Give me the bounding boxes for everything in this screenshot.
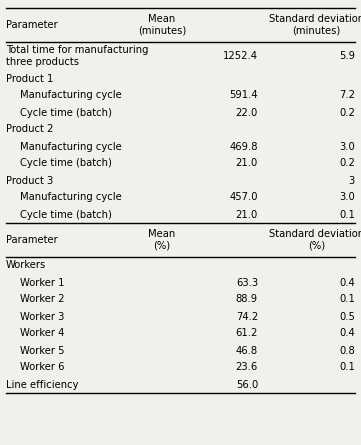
Text: 457.0: 457.0 bbox=[230, 193, 258, 202]
Text: Mean
(%): Mean (%) bbox=[148, 229, 175, 251]
Text: Cycle time (batch): Cycle time (batch) bbox=[20, 210, 112, 219]
Text: Standard deviation
(%): Standard deviation (%) bbox=[269, 229, 361, 251]
Text: 3: 3 bbox=[349, 175, 355, 186]
Text: 0.1: 0.1 bbox=[339, 295, 355, 304]
Text: 0.2: 0.2 bbox=[339, 158, 355, 169]
Text: Line efficiency: Line efficiency bbox=[6, 380, 78, 389]
Text: Cycle time (batch): Cycle time (batch) bbox=[20, 108, 112, 117]
Text: 591.4: 591.4 bbox=[229, 90, 258, 101]
Text: 0.2: 0.2 bbox=[339, 108, 355, 117]
Text: 3.0: 3.0 bbox=[339, 193, 355, 202]
Text: 0.1: 0.1 bbox=[339, 363, 355, 372]
Text: Mean
(minutes): Mean (minutes) bbox=[138, 14, 186, 36]
Text: 61.2: 61.2 bbox=[236, 328, 258, 339]
Text: 0.8: 0.8 bbox=[339, 345, 355, 356]
Text: Parameter: Parameter bbox=[6, 20, 58, 30]
Text: Product 3: Product 3 bbox=[6, 175, 53, 186]
Text: Worker 6: Worker 6 bbox=[20, 363, 65, 372]
Text: Standard deviation
(minutes): Standard deviation (minutes) bbox=[269, 14, 361, 36]
Text: 3.0: 3.0 bbox=[339, 142, 355, 151]
Text: 0.4: 0.4 bbox=[339, 328, 355, 339]
Text: Worker 1: Worker 1 bbox=[20, 278, 65, 287]
Text: Worker 4: Worker 4 bbox=[20, 328, 64, 339]
Text: 21.0: 21.0 bbox=[236, 210, 258, 219]
Text: Worker 5: Worker 5 bbox=[20, 345, 65, 356]
Text: 56.0: 56.0 bbox=[236, 380, 258, 389]
Text: Worker 2: Worker 2 bbox=[20, 295, 65, 304]
Text: 63.3: 63.3 bbox=[236, 278, 258, 287]
Text: 7.2: 7.2 bbox=[339, 90, 355, 101]
Text: Cycle time (batch): Cycle time (batch) bbox=[20, 158, 112, 169]
Text: 46.8: 46.8 bbox=[236, 345, 258, 356]
Text: 469.8: 469.8 bbox=[230, 142, 258, 151]
Text: 23.6: 23.6 bbox=[236, 363, 258, 372]
Text: 5.9: 5.9 bbox=[339, 51, 355, 61]
Text: Manufacturing cycle: Manufacturing cycle bbox=[20, 193, 122, 202]
Text: 22.0: 22.0 bbox=[236, 108, 258, 117]
Text: Manufacturing cycle: Manufacturing cycle bbox=[20, 90, 122, 101]
Text: Worker 3: Worker 3 bbox=[20, 312, 64, 321]
Text: Product 2: Product 2 bbox=[6, 125, 53, 134]
Text: Parameter: Parameter bbox=[6, 235, 58, 245]
Text: 0.1: 0.1 bbox=[339, 210, 355, 219]
Text: Product 1: Product 1 bbox=[6, 73, 53, 84]
Text: 0.4: 0.4 bbox=[339, 278, 355, 287]
Text: Workers: Workers bbox=[6, 260, 46, 271]
Text: Manufacturing cycle: Manufacturing cycle bbox=[20, 142, 122, 151]
Text: 21.0: 21.0 bbox=[236, 158, 258, 169]
Text: 74.2: 74.2 bbox=[236, 312, 258, 321]
Text: Total time for manufacturing
three products: Total time for manufacturing three produ… bbox=[6, 45, 148, 67]
Text: 1252.4: 1252.4 bbox=[223, 51, 258, 61]
Text: 88.9: 88.9 bbox=[236, 295, 258, 304]
Text: 0.5: 0.5 bbox=[339, 312, 355, 321]
